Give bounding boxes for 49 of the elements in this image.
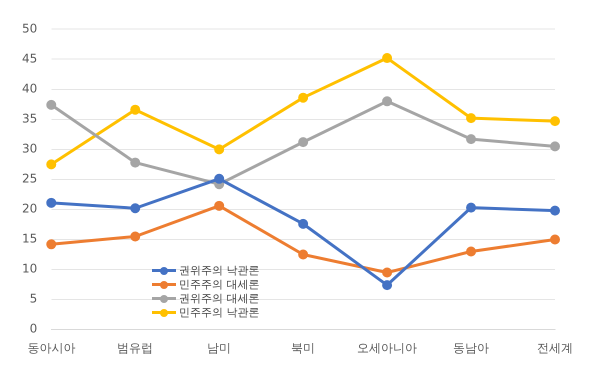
point bbox=[298, 137, 308, 148]
y-tick-label: 40 bbox=[22, 81, 38, 96]
legend-label: 민주주의 대세론 bbox=[179, 278, 260, 292]
point bbox=[130, 231, 140, 242]
point bbox=[46, 239, 56, 250]
point bbox=[46, 198, 56, 208]
point bbox=[214, 174, 224, 184]
y-tick-label: 20 bbox=[22, 202, 38, 216]
point bbox=[46, 159, 56, 170]
point bbox=[46, 100, 56, 110]
legend-label: 권위주의 낙관론 bbox=[179, 264, 260, 278]
point bbox=[382, 53, 392, 64]
x-tick-label: 오세아니아 bbox=[357, 340, 418, 355]
point bbox=[130, 158, 140, 168]
point bbox=[550, 234, 560, 244]
y-tick-label: 50 bbox=[22, 21, 38, 36]
point bbox=[298, 92, 308, 103]
point bbox=[130, 104, 140, 115]
point bbox=[466, 113, 476, 124]
x-tick-label: 동남아 bbox=[453, 340, 490, 355]
x-tick-label: 범유럽 bbox=[117, 340, 154, 355]
legend-label: 권위주의 대세론 bbox=[179, 292, 260, 306]
point bbox=[298, 218, 308, 229]
y-tick-label: 10 bbox=[22, 262, 38, 276]
y-tick-label: 15 bbox=[22, 232, 38, 246]
x-tick-label: 남미 bbox=[207, 340, 232, 355]
y-tick-label: 0 bbox=[30, 322, 38, 336]
point bbox=[466, 202, 476, 213]
point bbox=[382, 280, 392, 290]
y-tick-label: 45 bbox=[22, 51, 38, 66]
point bbox=[214, 200, 224, 211]
point bbox=[382, 268, 392, 278]
point bbox=[550, 206, 560, 216]
y-tick-label: 35 bbox=[22, 111, 38, 126]
point bbox=[214, 144, 224, 154]
point bbox=[550, 141, 560, 152]
y-tick-label: 5 bbox=[30, 292, 38, 306]
point bbox=[382, 96, 392, 106]
point bbox=[298, 250, 308, 260]
x-tick-label: 동아시아 bbox=[27, 340, 76, 355]
x-tick-label: 전세계 bbox=[537, 340, 573, 355]
point bbox=[130, 203, 140, 214]
y-tick-label: 30 bbox=[22, 141, 38, 156]
point bbox=[466, 134, 476, 144]
y-tick-label: 25 bbox=[22, 172, 38, 186]
point bbox=[550, 116, 560, 126]
legend-label: 민주주의 낙관론 bbox=[179, 306, 260, 320]
x-tick-label: 북미 bbox=[291, 340, 316, 355]
point bbox=[466, 246, 476, 256]
